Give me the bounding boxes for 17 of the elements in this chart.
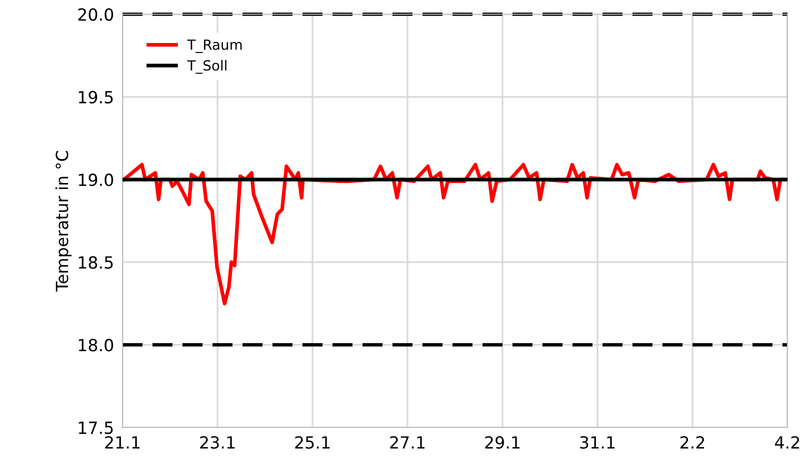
x-tick-label: 25.1 — [295, 436, 330, 449]
y-tick-label: 20.0 — [78, 8, 114, 21]
x-tick-label: 31.1 — [580, 436, 614, 449]
x-tick-label: 23.1 — [200, 436, 235, 449]
x-tick-label: 4.2 — [775, 436, 800, 448]
legend-label: T_Soll — [187, 60, 226, 74]
y-tick-label: 18.0 — [78, 338, 114, 352]
x-tick-label: 2.2 — [680, 436, 704, 448]
y-tick-label: 18.5 — [78, 256, 113, 269]
y-tick-label: 17.5 — [78, 422, 113, 434]
y-tick-label: 19.0 — [78, 174, 114, 186]
legend-label: T_Raum — [187, 40, 242, 53]
y-tick-label: 19.5 — [78, 90, 113, 104]
x-tick-label: 29.1 — [485, 436, 520, 449]
x-tick-label: 27.1 — [390, 436, 425, 448]
x-tick-label: 21.1 — [105, 436, 140, 448]
y-axis-title: Temperatur in °C — [55, 151, 72, 292]
